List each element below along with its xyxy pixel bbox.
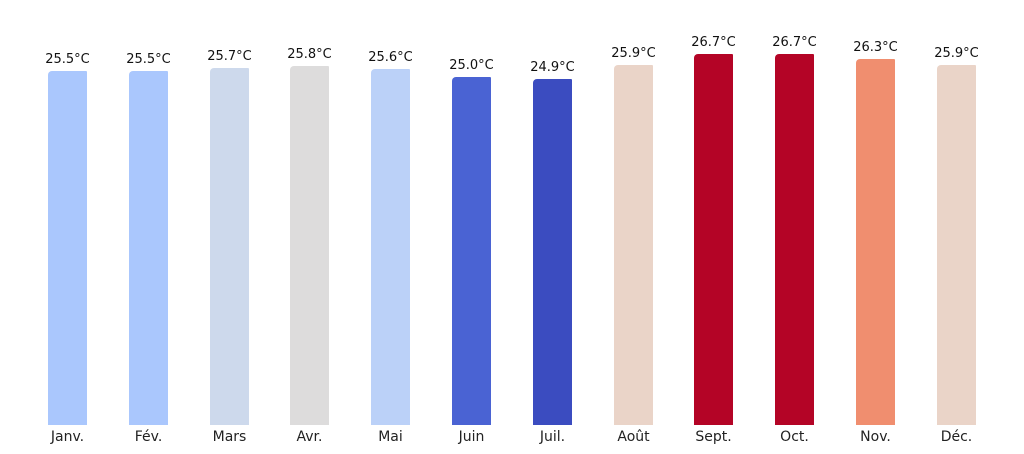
bar-group: 25.9°C Août [611, 0, 656, 454]
bar [290, 66, 329, 425]
value-label: 25.9°C [934, 46, 979, 61]
bar [452, 77, 491, 425]
bar-group: 25.5°C Fév. [126, 0, 171, 454]
bar [937, 65, 976, 425]
x-tick-label: Juin [458, 429, 485, 445]
x-tick-label: Nov. [860, 429, 891, 445]
bar [694, 54, 733, 425]
x-tick-label: Avr. [296, 429, 323, 445]
bar-group: 25.6°C Mai [368, 0, 413, 454]
x-tick-label: Mai [378, 429, 403, 445]
bar-group: 25.8°C Avr. [287, 0, 332, 454]
x-tick-label: Août [617, 429, 650, 445]
bar-group: 25.0°C Juin [449, 0, 494, 454]
bar-group: 26.7°C Sept. [691, 0, 736, 454]
bar-group: 25.9°C Déc. [934, 0, 979, 454]
x-tick-label: Fév. [134, 429, 163, 445]
bar-group: 26.3°C Nov. [853, 0, 898, 454]
bar [371, 69, 410, 425]
bar-group: 26.7°C Oct. [772, 0, 817, 454]
bar [48, 71, 87, 425]
value-label: 25.9°C [611, 46, 656, 61]
x-tick-label: Oct. [780, 429, 809, 445]
bar [614, 65, 653, 425]
value-label: 26.7°C [691, 35, 736, 50]
x-tick-label: Janv. [50, 429, 85, 445]
bar [775, 54, 814, 425]
bar [210, 68, 249, 425]
x-tick-label: Déc. [940, 429, 973, 445]
bar [129, 71, 168, 425]
value-label: 25.6°C [368, 50, 413, 65]
bar-group: 24.9°C Juil. [530, 0, 575, 454]
x-tick-label: Mars [212, 429, 247, 445]
bar-group: 25.7°C Mars [207, 0, 252, 454]
value-label: 24.9°C [530, 60, 575, 75]
bar [533, 79, 572, 425]
value-label: 25.0°C [449, 58, 494, 73]
bar-group: 25.5°C Janv. [45, 0, 90, 454]
value-label: 25.5°C [45, 52, 90, 67]
value-label: 25.7°C [207, 49, 252, 64]
bar [856, 59, 895, 425]
value-label: 26.7°C [772, 35, 817, 50]
x-tick-label: Sept. [695, 429, 732, 445]
x-tick-label: Juil. [539, 429, 566, 445]
value-label: 26.3°C [853, 40, 898, 55]
value-label: 25.8°C [287, 47, 332, 62]
value-label: 25.5°C [126, 52, 171, 67]
